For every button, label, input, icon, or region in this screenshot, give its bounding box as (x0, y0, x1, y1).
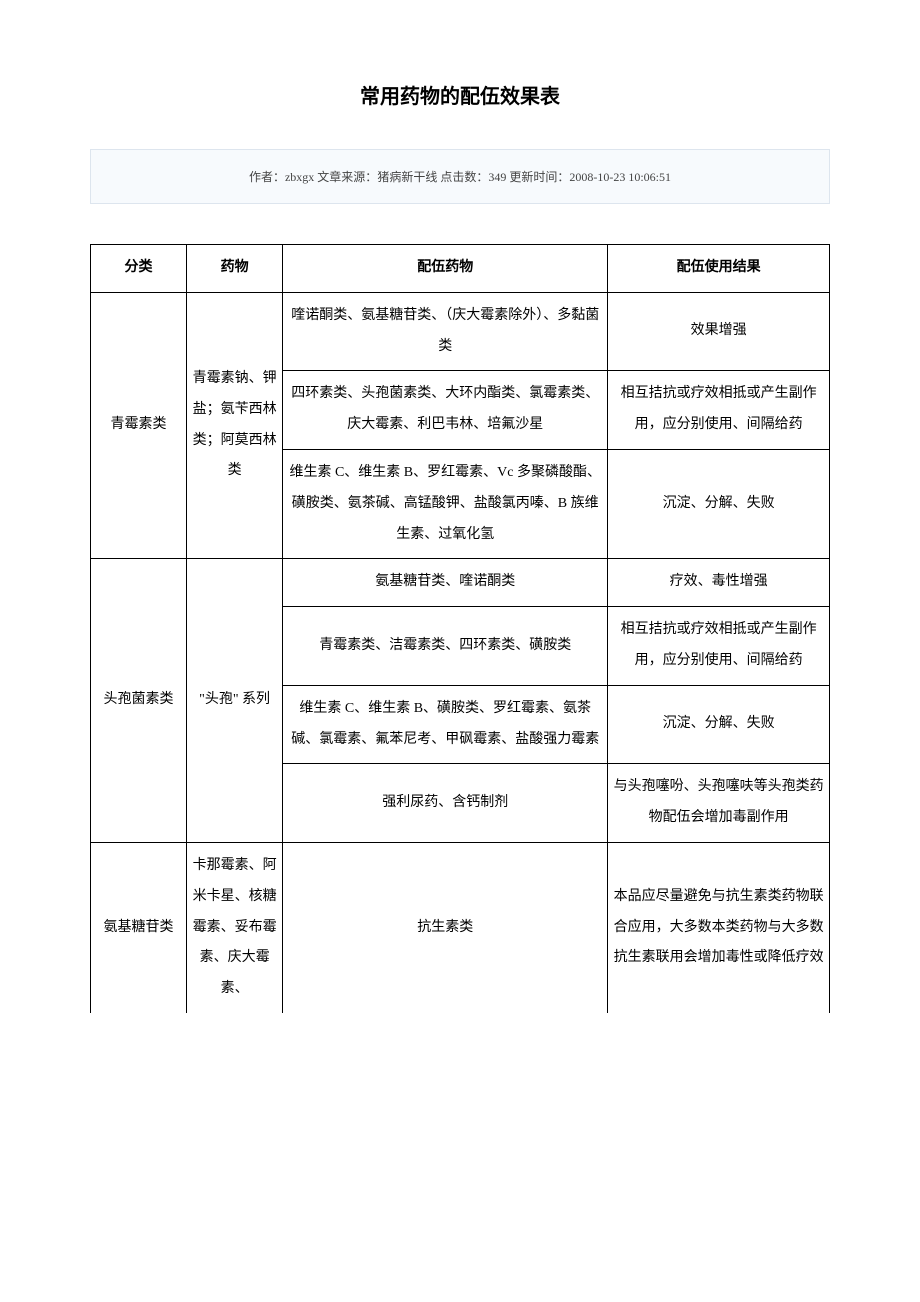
page-title: 常用药物的配伍效果表 (90, 80, 830, 109)
header-drug: 药物 (187, 245, 283, 293)
cell-result: 本品应尽量避免与抗生素类药物联合应用，大多数本类药物与大多数抗生素联用会增加毒性… (608, 842, 830, 1012)
cell-compat: 四环素类、头孢菌素类、大环内酯类、氯霉素类、庆大霉素、利巴韦林、培氟沙星 (283, 371, 608, 450)
hits-label: 点击数： (437, 170, 488, 184)
cell-category: 头孢菌素类 (91, 559, 187, 843)
cell-compat: 喹诺酮类、氨基糖苷类、（庆大霉素除外）、多黏菌类 (283, 292, 608, 371)
cell-category: 青霉素类 (91, 292, 187, 559)
cell-result: 沉淀、分解、失败 (608, 685, 830, 764)
cell-compat: 维生素 C、维生素 B、罗红霉素、Vc 多聚磷酸酯、磺胺类、氨茶碱、高锰酸钾、盐… (283, 449, 608, 558)
cell-drug: 青霉素钠、钾盐；氨苄西林类；阿莫西林类 (187, 292, 283, 559)
update-time: 2008-10-23 10:06:51 (569, 170, 671, 184)
cell-compat: 青霉素类、洁霉素类、四环素类、磺胺类 (283, 607, 608, 686)
table-row: 氨基糖苷类 卡那霉素、阿米卡星、核糖霉素、妥布霉素、庆大霉素、 抗生素类 本品应… (91, 842, 830, 1012)
table-header-row: 分类 药物 配伍药物 配伍使用结果 (91, 245, 830, 293)
table-row: 青霉素类 青霉素钠、钾盐；氨苄西林类；阿莫西林类 喹诺酮类、氨基糖苷类、（庆大霉… (91, 292, 830, 371)
compat-table: 分类 药物 配伍药物 配伍使用结果 青霉素类 青霉素钠、钾盐；氨苄西林类；阿莫西… (90, 244, 830, 1013)
author-label: 作者： (249, 170, 285, 184)
cell-compat: 强利尿药、含钙制剂 (283, 764, 608, 843)
cell-compat: 氨基糖苷类、喹诺酮类 (283, 559, 608, 607)
header-compat: 配伍药物 (283, 245, 608, 293)
meta-box: 作者：zbxgx 文章来源：猪病新干线 点击数：349 更新时间：2008-10… (90, 149, 830, 204)
header-result: 配伍使用结果 (608, 245, 830, 293)
table-row: 头孢菌素类 "头孢" 系列 氨基糖苷类、喹诺酮类 疗效、毒性增强 (91, 559, 830, 607)
cell-result: 效果增强 (608, 292, 830, 371)
author: zbxgx (285, 170, 314, 184)
cell-result: 沉淀、分解、失败 (608, 449, 830, 558)
cell-compat: 维生素 C、维生素 B、磺胺类、罗红霉素、氨茶碱、氯霉素、氟苯尼考、甲砜霉素、盐… (283, 685, 608, 764)
cell-result: 疗效、毒性增强 (608, 559, 830, 607)
cell-result: 相互拮抗或疗效相抵或产生副作用，应分别使用、间隔给药 (608, 607, 830, 686)
cell-drug: "头孢" 系列 (187, 559, 283, 843)
cell-compat: 抗生素类 (283, 842, 608, 1012)
header-category: 分类 (91, 245, 187, 293)
cell-drug: 卡那霉素、阿米卡星、核糖霉素、妥布霉素、庆大霉素、 (187, 842, 283, 1012)
cell-result: 相互拮抗或疗效相抵或产生副作用，应分别使用、间隔给药 (608, 371, 830, 450)
update-label: 更新时间： (506, 170, 569, 184)
meta-line: 作者：zbxgx 文章来源：猪病新干线 点击数：349 更新时间：2008-10… (111, 168, 809, 185)
cell-result: 与头孢噻吩、头孢噻呋等头孢类药物配伍会增加毒副作用 (608, 764, 830, 843)
hits: 349 (488, 170, 506, 184)
source-label: 文章来源： (314, 170, 377, 184)
source: 猪病新干线 (377, 170, 437, 184)
cell-category: 氨基糖苷类 (91, 842, 187, 1012)
